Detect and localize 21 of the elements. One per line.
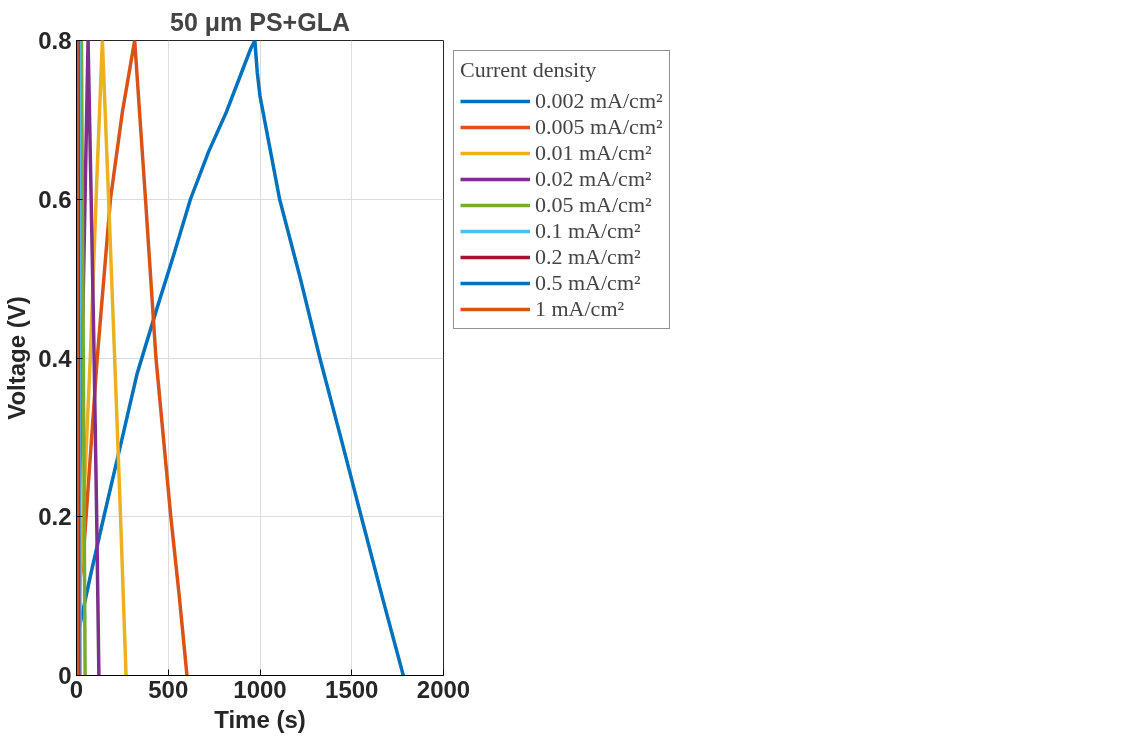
legend-label: 0.02 mA/cm² [535, 166, 652, 192]
y-tick-label: 0.6 [38, 185, 72, 213]
y-tick-label: 0.8 [38, 27, 72, 54]
x-tick-label: 500 [148, 675, 189, 703]
y-tick-label: 0.2 [38, 503, 72, 531]
legend-label: 0.05 mA/cm² [535, 192, 652, 218]
y-axis-title: Voltage (V) [3, 296, 31, 420]
x-tick-label: 1000 [233, 675, 287, 703]
legend-title: Current density [460, 57, 598, 83]
x-axis-title: Time (s) [214, 705, 306, 733]
legend-label: 0.002 mA/cm² [535, 88, 663, 114]
x-tick-label: 2000 [416, 675, 471, 703]
legend-label: 1 mA/cm² [535, 296, 625, 322]
x-tick-label: 1500 [325, 675, 379, 703]
legend-label: 0.1 mA/cm² [535, 218, 641, 244]
legend-label: 0.01 mA/cm² [535, 140, 652, 166]
legend-label: 0.2 mA/cm² [535, 244, 641, 270]
legend-label: 0.005 mA/cm² [535, 114, 663, 140]
y-tick-label: 0.4 [38, 344, 73, 372]
chart-title: 50 μm PS+GLA [170, 7, 350, 36]
legend-label: 0.5 mA/cm² [535, 270, 641, 296]
